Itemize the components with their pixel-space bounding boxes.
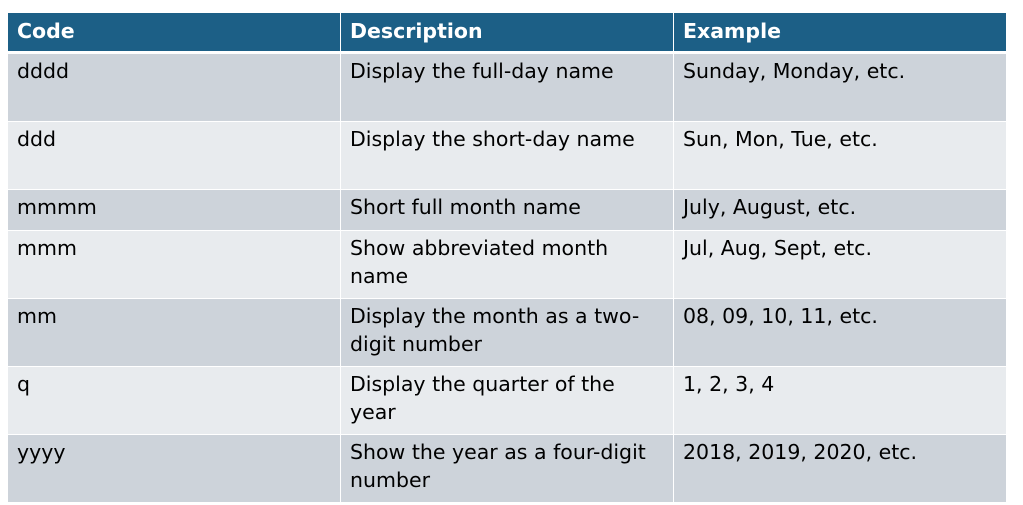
- code-cell: mmm: [7, 230, 341, 299]
- example-cell: Sunday, Monday, etc.: [673, 52, 1007, 122]
- code-cell: ddd: [7, 121, 341, 190]
- table-header-row: Code Description Example: [7, 12, 1007, 54]
- example-cell: 1, 2, 3, 4: [673, 366, 1007, 435]
- example-cell: Jul, Aug, Sept, etc.: [673, 230, 1007, 299]
- description-cell: Show abbreviated month name: [340, 230, 674, 299]
- example-cell: 2018, 2019, 2020, etc.: [673, 434, 1007, 503]
- code-cell: dddd: [7, 52, 341, 122]
- header-description: Description: [340, 12, 674, 54]
- description-cell: Display the quarter of the year: [340, 366, 674, 435]
- table-row: dddd Display the full-day name Sunday, M…: [7, 52, 1007, 122]
- header-code: Code: [7, 12, 341, 54]
- description-cell: Short full month name: [340, 189, 674, 231]
- description-cell: Display the short-day name: [340, 121, 674, 190]
- table-row: ddd Display the short-day name Sun, Mon,…: [7, 121, 1007, 190]
- code-cell: q: [7, 366, 341, 435]
- code-cell: yyyy: [7, 434, 341, 503]
- date-format-codes-table: Code Description Example dddd Display th…: [7, 12, 1007, 503]
- example-cell: July, August, etc.: [673, 189, 1007, 231]
- table-row: yyyy Show the year as a four-digit numbe…: [7, 434, 1007, 503]
- description-cell: Display the month as a two-digit number: [340, 298, 674, 367]
- example-cell: Sun, Mon, Tue, etc.: [673, 121, 1007, 190]
- table-row: mmm Show abbreviated month name Jul, Aug…: [7, 230, 1007, 299]
- table-row: mmmm Short full month name July, August,…: [7, 189, 1007, 231]
- description-cell: Show the year as a four-digit number: [340, 434, 674, 503]
- example-cell: 08, 09, 10, 11, etc.: [673, 298, 1007, 367]
- table-row: q Display the quarter of the year 1, 2, …: [7, 366, 1007, 435]
- code-cell: mm: [7, 298, 341, 367]
- code-cell: mmmm: [7, 189, 341, 231]
- header-example: Example: [673, 12, 1007, 54]
- table-row: mm Display the month as a two-digit numb…: [7, 298, 1007, 367]
- description-cell: Display the full-day name: [340, 52, 674, 122]
